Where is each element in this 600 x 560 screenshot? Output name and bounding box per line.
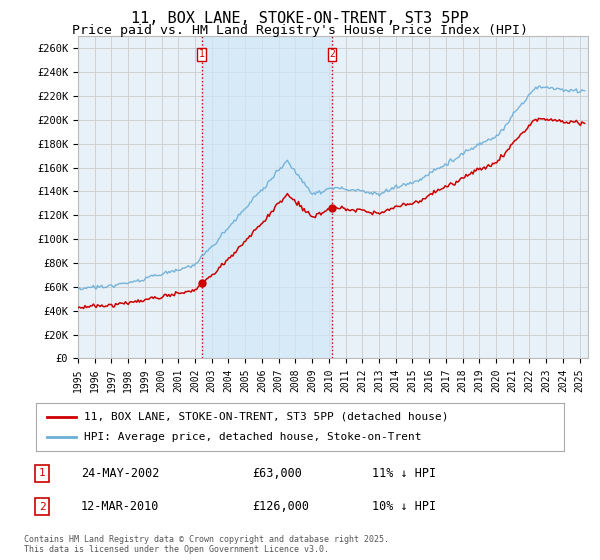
Text: Contains HM Land Registry data © Crown copyright and database right 2025.
This d: Contains HM Land Registry data © Crown c… bbox=[24, 535, 389, 554]
Text: 12-MAR-2010: 12-MAR-2010 bbox=[81, 500, 160, 514]
Text: 11% ↓ HPI: 11% ↓ HPI bbox=[372, 466, 436, 480]
Text: 24-MAY-2002: 24-MAY-2002 bbox=[81, 466, 160, 480]
Text: 11, BOX LANE, STOKE-ON-TRENT, ST3 5PP (detached house): 11, BOX LANE, STOKE-ON-TRENT, ST3 5PP (d… bbox=[83, 412, 448, 422]
Text: 1: 1 bbox=[199, 49, 205, 59]
Text: 10% ↓ HPI: 10% ↓ HPI bbox=[372, 500, 436, 514]
Text: 1: 1 bbox=[38, 468, 46, 478]
Text: £63,000: £63,000 bbox=[252, 466, 302, 480]
Text: 2: 2 bbox=[329, 49, 335, 59]
Text: £126,000: £126,000 bbox=[252, 500, 309, 514]
Text: 11, BOX LANE, STOKE-ON-TRENT, ST3 5PP: 11, BOX LANE, STOKE-ON-TRENT, ST3 5PP bbox=[131, 11, 469, 26]
Text: 2: 2 bbox=[38, 502, 46, 512]
Text: Price paid vs. HM Land Registry's House Price Index (HPI): Price paid vs. HM Land Registry's House … bbox=[72, 24, 528, 36]
Text: HPI: Average price, detached house, Stoke-on-Trent: HPI: Average price, detached house, Stok… bbox=[83, 432, 421, 442]
Bar bbox=[202, 36, 332, 358]
